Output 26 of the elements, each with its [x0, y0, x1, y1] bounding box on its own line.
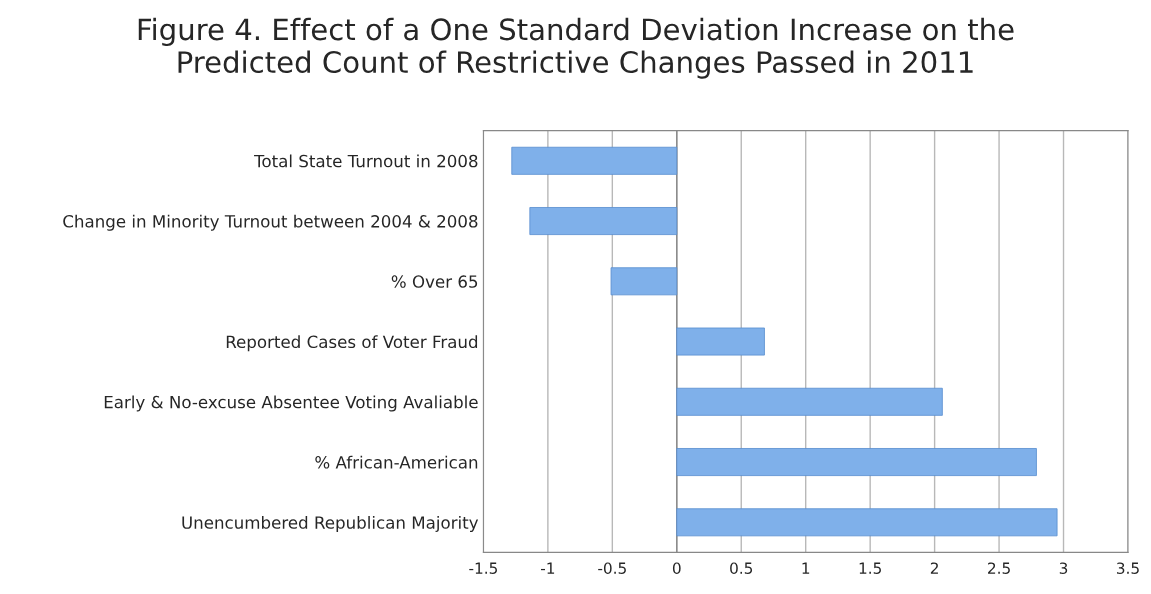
x-tick-label: 3.5 — [1117, 562, 1139, 574]
x-tick-label: 2.5 — [988, 562, 1010, 574]
bar — [676, 387, 943, 416]
x-tick-label: 3 — [1059, 562, 1068, 574]
x-tick-label: 2 — [930, 562, 938, 574]
y-tick-label: Early & No-excuse Absentee Voting Avaliable — [104, 395, 478, 412]
chart-title: Figure 4. Effect of a One Standard Deviation Increase on the Predicted Count of Restrictive Changes Passed in 2011 — [138, 17, 1014, 79]
bar — [676, 327, 765, 356]
bar — [610, 267, 678, 296]
bar — [676, 448, 1037, 477]
x-tick-label: 0.5 — [730, 562, 753, 574]
x-tick-label: 1.5 — [859, 562, 881, 574]
x-tick-label: -1 — [541, 562, 555, 574]
x-tick-label: -1.5 — [469, 562, 497, 574]
bar — [529, 207, 678, 236]
y-tick-label: % Over 65 — [391, 275, 478, 288]
x-tick-label: 0 — [672, 562, 681, 574]
y-tick-label: Total State Turnout in 2008 — [254, 154, 478, 168]
y-tick-label: % African-American — [315, 455, 478, 469]
bar — [676, 508, 1058, 537]
y-tick-label: Change in Minority Turnout between 2004 & 2008 — [63, 214, 478, 231]
y-tick-label: Unencumbered Republican Majority — [182, 515, 479, 533]
y-tick-label: Reported Cases of Voter Fraud — [226, 335, 478, 352]
x-tick-label: -0.5 — [598, 562, 626, 574]
x-tick-label: 1 — [802, 562, 810, 574]
bar — [511, 146, 678, 175]
